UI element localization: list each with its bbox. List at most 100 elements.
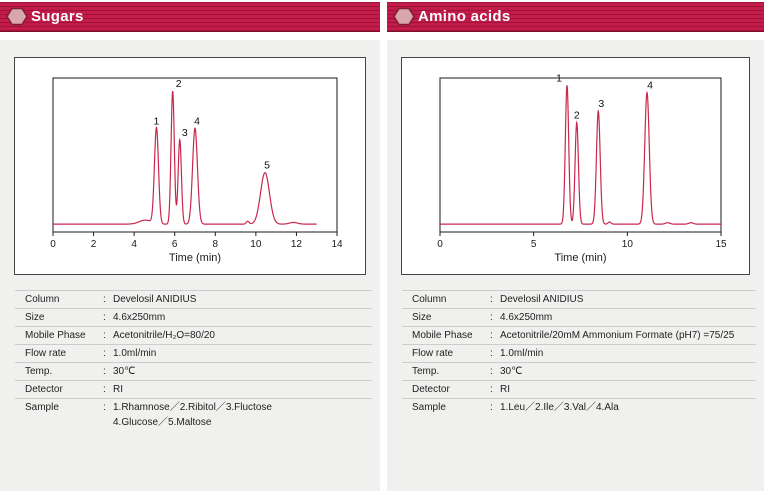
detail-row-temp: Temp. : 30℃ (15, 362, 372, 380)
detail-row-sample: Sample : 1.Leu／2.Ile／3.Val／4.Ala (402, 398, 756, 416)
x-tick-label: 6 (172, 239, 178, 250)
detail-label: Detector (412, 384, 450, 395)
peak-label: 1 (154, 115, 160, 127)
detail-label: Sample (412, 402, 446, 413)
detail-colon: : (103, 312, 106, 323)
detail-label: Sample (25, 402, 59, 413)
detail-colon: : (490, 384, 493, 395)
sugars-panel: Sugars 0 2 4 6 8 10 12 14 Time (min) 1 2 3 4 5 Column… (0, 2, 380, 497)
detail-label: Column (412, 294, 447, 305)
x-tick-label: 8 (213, 239, 219, 250)
detail-label: Flow rate (25, 348, 67, 359)
detail-colon: : (490, 366, 493, 377)
peak-label: 3 (182, 127, 188, 139)
detail-value: 1.Leu／2.Ile／3.Val／4.Ala (500, 402, 619, 413)
peak-label: 4 (194, 115, 200, 127)
detail-row-flow-rate: Flow rate : 1.0ml/min (15, 344, 372, 362)
hexagon-icon (393, 7, 415, 26)
amino-acids-panel: Amino acids 0 5 10 15 Time (min) 1 2 3 4 Column … (387, 2, 764, 497)
sugars-header: Sugars (0, 2, 380, 32)
detail-row-mobile-phase: Mobile Phase : Acetonitrile/H₂O=80/20 (15, 326, 372, 344)
plot-area (52, 77, 338, 233)
x-tick-label: 15 (715, 239, 727, 250)
detail-value: Acetonitrile/20mM Ammonium Formate (pH7)… (500, 330, 735, 341)
detail-colon: : (103, 294, 106, 305)
detail-colon: : (490, 312, 493, 323)
detail-colon: : (103, 384, 106, 395)
detail-label: Detector (25, 384, 63, 395)
x-tick-label: 4 (131, 239, 137, 250)
detail-colon: : (490, 348, 493, 359)
detail-label: Size (25, 312, 45, 323)
chromatogram-trace (440, 85, 721, 225)
detail-label: Temp. (412, 366, 440, 377)
detail-colon: : (490, 294, 493, 305)
amino-acids-chromatogram: 0 5 10 15 Time (min) 1 2 3 4 (437, 72, 727, 264)
detail-label: Temp. (25, 366, 53, 377)
x-axis-title: Time (min) (554, 252, 606, 264)
detail-colon: : (103, 366, 106, 377)
peak-label: 4 (647, 80, 653, 92)
peak-label: 2 (574, 110, 580, 122)
detail-label: Mobile Phase (25, 330, 86, 341)
detail-label: Size (412, 312, 432, 323)
peak-label: 1 (556, 72, 562, 84)
detail-label: Mobile Phase (412, 330, 473, 341)
detail-row-flow-rate: Flow rate : 1.0ml/min (402, 344, 756, 362)
detail-label: Flow rate (412, 348, 454, 359)
x-tick-label: 10 (250, 239, 262, 250)
detail-label: Column (25, 294, 60, 305)
detail-row-size: Size : 4.6x250mm (15, 308, 372, 326)
panel-title: Amino acids (418, 8, 511, 25)
detail-colon: : (103, 402, 106, 413)
x-tick-label: 5 (531, 239, 537, 250)
detail-row-sample: Sample : 1.Rhamnose／2.Ribitol／3.Fluctose (15, 398, 372, 416)
detail-value-continuation: 4.Glucose／5.Maltose (113, 417, 212, 428)
x-tick-label: 14 (331, 239, 343, 250)
sugars-content: 0 2 4 6 8 10 12 14 Time (min) 1 2 3 4 5 Column : Deve… (0, 40, 380, 491)
detail-colon: : (103, 348, 106, 359)
detail-value: 1.0ml/min (113, 348, 157, 359)
detail-value: Develosil ANIDIUS (113, 294, 197, 305)
detail-row-size: Size : 4.6x250mm (402, 308, 756, 326)
detail-row-column: Column : Develosil ANIDIUS (15, 290, 372, 308)
peak-label: 2 (176, 78, 182, 90)
chromatogram-trace (53, 91, 317, 225)
x-tick-label: 10 (622, 239, 634, 250)
x-axis-title: Time (min) (169, 252, 221, 264)
amino-acids-chart-box: 0 5 10 15 Time (min) 1 2 3 4 (401, 57, 750, 275)
detail-colon: : (490, 402, 493, 413)
detail-row-temp: Temp. : 30℃ (402, 362, 756, 380)
detail-value: 30℃ (500, 366, 523, 377)
sugars-chart-box: 0 2 4 6 8 10 12 14 Time (min) 1 2 3 4 5 (14, 57, 366, 275)
amino-acids-header: Amino acids (387, 2, 764, 32)
detail-row-detector: Detector : RI (15, 380, 372, 398)
detail-colon: : (103, 330, 106, 341)
detail-row-detector: Detector : RI (402, 380, 756, 398)
sugars-details-table: Column : Develosil ANIDIUS Size : 4.6x25… (15, 290, 372, 432)
detail-value: Develosil ANIDIUS (500, 294, 584, 305)
detail-value: RI (500, 384, 510, 395)
detail-value: 30℃ (113, 366, 136, 377)
peak-label: 3 (598, 98, 604, 110)
detail-value: 4.6x250mm (500, 312, 553, 323)
detail-value: 4.6x250mm (113, 312, 166, 323)
x-tick-label: 2 (91, 239, 97, 250)
detail-colon: : (490, 330, 493, 341)
x-tick-label: 12 (291, 239, 303, 250)
detail-row-mobile-phase: Mobile Phase : Acetonitrile/20mM Ammoniu… (402, 326, 756, 344)
amino-acids-content: 0 5 10 15 Time (min) 1 2 3 4 Column : Develosil … (387, 40, 764, 491)
detail-value: 1.0ml/min (500, 348, 544, 359)
amino-acids-details-table: Column : Develosil ANIDIUS Size : 4.6x25… (402, 290, 756, 416)
detail-value: RI (113, 384, 123, 395)
panel-title: Sugars (31, 8, 84, 25)
detail-value: Acetonitrile/H₂O=80/20 (113, 330, 215, 341)
peak-label: 5 (264, 160, 270, 172)
detail-row-column: Column : Develosil ANIDIUS (402, 290, 756, 308)
x-tick-label: 0 (50, 239, 56, 250)
hexagon-icon (6, 7, 28, 26)
x-tick-label: 0 (437, 239, 443, 250)
detail-value: 1.Rhamnose／2.Ribitol／3.Fluctose (113, 402, 272, 413)
